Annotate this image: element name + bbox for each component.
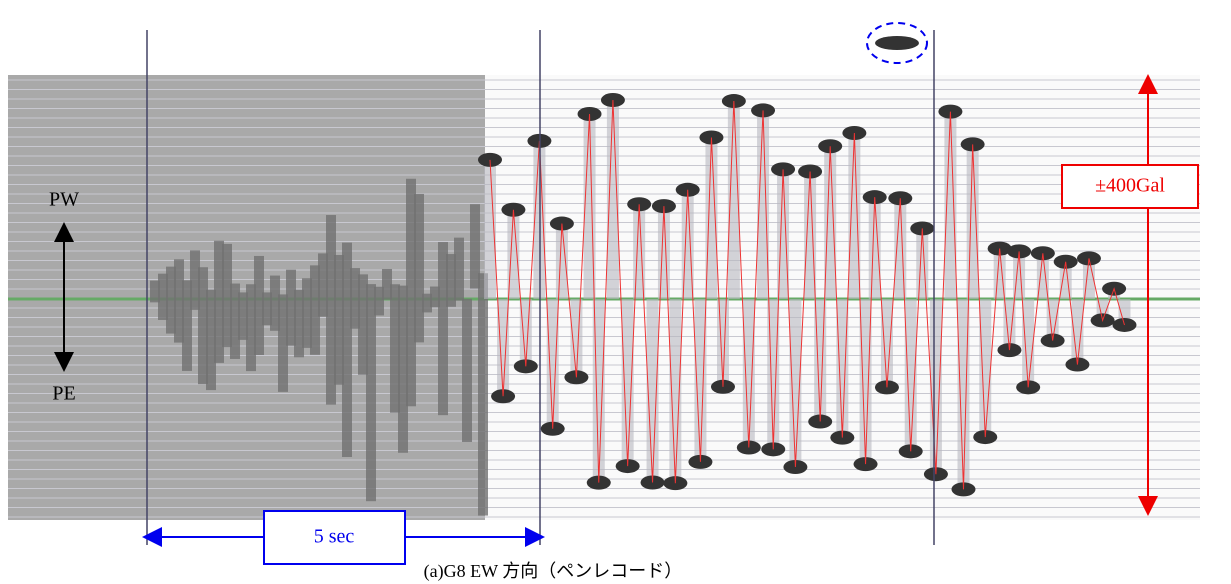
trace-smear	[1022, 299, 1034, 387]
figure: PW PE ±400Gal 5 sec (a)G8 EW 方向（ペンレコード）	[0, 0, 1231, 584]
trace-smear	[570, 299, 582, 377]
pen-record	[8, 30, 1200, 545]
amplitude-label: ±400Gal	[1095, 175, 1165, 197]
trace-smear	[743, 299, 755, 448]
trace-smear	[894, 198, 906, 299]
trace-smear	[547, 299, 559, 429]
trace-smear	[717, 299, 729, 387]
trace-blob	[454, 238, 464, 301]
trace-smear	[869, 197, 881, 299]
trace-smear	[556, 224, 568, 299]
trace-smear	[848, 133, 860, 299]
trace-smear	[860, 299, 872, 464]
trace-smear	[622, 299, 634, 466]
trace-blob	[366, 284, 376, 501]
time-label: 5 sec	[314, 526, 355, 548]
trace-blob	[478, 273, 488, 515]
trace-smear	[967, 144, 979, 299]
caption: (a)G8 EW 方向（ペンレコード）	[424, 561, 683, 582]
trace-smear	[824, 146, 836, 299]
trace-blob	[462, 299, 472, 442]
trace-smear	[930, 299, 942, 474]
lower-label: PE	[52, 383, 75, 405]
trace-smear	[916, 228, 928, 299]
trace-smear	[979, 299, 991, 437]
trace-smear	[881, 299, 893, 387]
trace-blob	[414, 194, 424, 342]
upper-label: PW	[49, 189, 79, 211]
trace-blob	[875, 36, 919, 50]
trace-smear	[658, 206, 670, 299]
